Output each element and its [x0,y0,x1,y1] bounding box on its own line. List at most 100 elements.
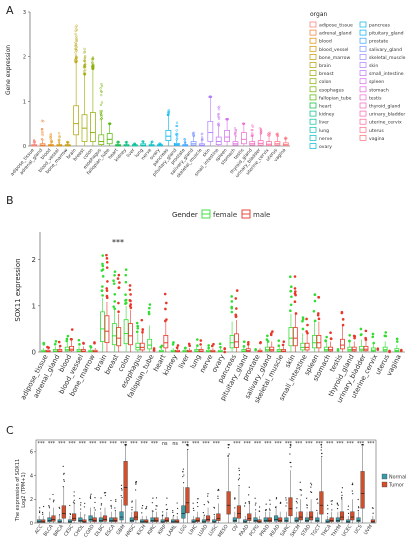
c-x-tick-label: LAML [166,523,178,537]
c-outlier-tumor [166,497,168,499]
c-outlier-normal [100,503,103,505]
c-outlier-tumor [310,486,312,488]
b-outlier-female [301,316,305,319]
c-outlier-tumor [84,502,86,504]
b-outlier-male [294,312,298,315]
c-outlier-tumor [217,489,219,491]
c-outlier-normal [296,502,298,504]
c-box-normal [315,517,320,523]
c-outlier-tumor [155,497,158,499]
c-outlier-tumor [83,506,86,508]
c-outlier-normal [202,512,204,514]
c-outlier-normal [151,502,153,504]
a-legend-label: blood_vessel [319,47,348,53]
c-outlier-normal [295,500,297,503]
b-outlier-female [230,295,233,298]
b-box-female [359,345,364,352]
c-outlier-normal [90,493,92,495]
panel-a: A Gene expression organ 0 1 2 3 adipose_tiss… [5,4,406,179]
c-outlier-normal [182,471,184,473]
c-outlier-normal [120,495,122,497]
b-outlier-male [105,266,109,269]
b-outlier-male [117,310,120,313]
b-outlier-female [160,344,164,348]
b-outlier-female [147,312,151,316]
c-outlier-tumor [227,455,229,458]
a-outlier [175,133,178,136]
b-outlier-male [118,281,121,284]
c-outlier-tumor [321,452,323,454]
b-box-male [304,342,310,351]
c-box-tumor [278,517,283,523]
c-box-tumor [41,519,46,523]
b-outlier-female [101,268,105,271]
c-outlier-tumor [217,497,219,499]
c-outlier-normal [58,514,61,516]
a-outlier [58,141,61,144]
a-outlier [100,115,103,118]
c-box-normal [191,519,196,523]
c-box-normal [274,515,279,522]
a-outlier [75,39,78,43]
c-box-normal [109,517,114,523]
c-outlier-tumor [73,502,76,504]
c-outlier-tumor [73,499,75,501]
b-outlier-female [113,270,117,273]
c-box-normal [243,519,248,523]
a-legend-label: salivary_gland [369,47,402,53]
a-outlier [275,133,278,136]
b-outlier-male [341,318,345,321]
c-outlier-tumor [186,444,189,446]
c-significance: *** [202,441,210,447]
panel-b-annotation: *** [112,238,124,247]
b-outlier-male [199,339,203,342]
c-outlier-tumor [310,482,312,484]
c-box-normal [67,519,73,523]
c-box-tumor [113,517,118,523]
c-significance: *** [264,441,272,447]
c-outlier-tumor [248,501,250,503]
b-outlier-male [105,296,109,300]
a-legend-label: blood [319,39,332,45]
a-outlier [99,103,103,107]
c-legend-key [381,481,388,488]
a-y-tick-label: 3 [23,10,26,16]
b-box-female [300,342,306,351]
a-legend-label: pancreas [369,23,391,29]
c-box-tumor [298,511,303,521]
b-box-male [128,323,133,346]
b-outlier-female [89,346,93,349]
c-outlier-normal [100,497,102,499]
b-box-female [53,349,58,352]
c-outlier-tumor [228,453,230,455]
c-outlier-normal [89,496,91,498]
c-outlier-normal [39,510,41,512]
a-legend-label: kidney [319,112,335,118]
c-outlier-normal [275,498,278,500]
panel-c-label: C [6,424,14,437]
a-legend-key [309,102,317,109]
c-outlier-normal [39,507,41,509]
c-outlier-tumor [73,491,75,493]
b-box-female [147,338,153,350]
b-outlier-male [269,332,273,335]
a-outlier [192,131,195,135]
b-outlier-male [259,341,262,345]
b-outlier-female [101,262,104,266]
a-legend-key [359,118,367,125]
a-legend-key [309,118,317,125]
c-y-tick-label: 2 [30,497,33,503]
b-outlier-male [234,297,238,300]
a-legend-key [359,86,367,93]
a-outlier [175,129,178,132]
b-box-female [111,323,117,346]
a-outlier [100,101,104,104]
c-outlier-tumor [341,496,343,499]
c-outlier-tumor [362,444,364,446]
a-outlier [251,128,254,132]
b-outlier-female [384,334,388,338]
c-significance: ns [162,442,168,447]
c-outlier-tumor [289,461,291,464]
a-outlier [175,138,178,141]
a-legend-key [309,86,317,93]
